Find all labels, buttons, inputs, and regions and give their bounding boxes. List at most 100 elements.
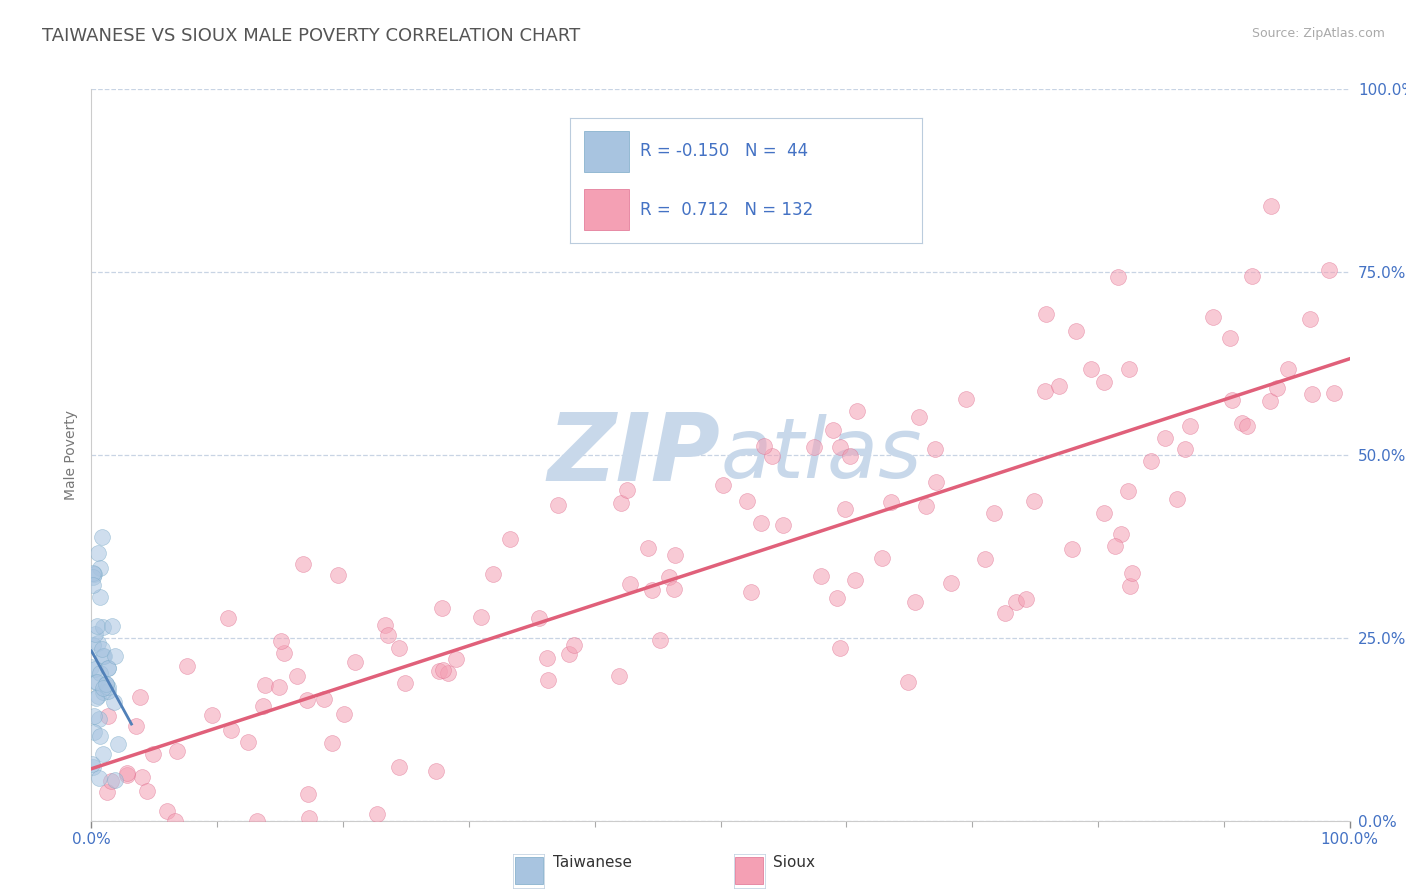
- Point: [97, 684, 120, 698]
- Point: [1277, 362, 1299, 376]
- Point: [83, 724, 105, 739]
- Point: [321, 736, 343, 750]
- Point: [394, 676, 416, 690]
- Point: [444, 652, 467, 666]
- Point: [924, 475, 946, 490]
- Point: [828, 441, 851, 455]
- Point: [87, 636, 110, 650]
- Point: [1064, 324, 1087, 338]
- Point: [537, 673, 560, 687]
- Point: [637, 541, 659, 555]
- Point: [97, 661, 120, 675]
- Point: [761, 449, 783, 463]
- Point: [100, 773, 122, 788]
- Point: [1202, 310, 1225, 324]
- Point: [1062, 541, 1084, 556]
- Point: [82, 566, 104, 580]
- Point: [1092, 375, 1115, 389]
- Point: [93, 648, 115, 663]
- Point: [772, 518, 794, 533]
- Point: [82, 570, 104, 584]
- Point: [297, 692, 319, 706]
- Point: [377, 628, 399, 642]
- Bar: [583, 131, 630, 172]
- Point: [825, 591, 848, 605]
- Point: [84, 691, 107, 706]
- Point: [1166, 491, 1188, 506]
- Point: [662, 582, 685, 596]
- Point: [388, 760, 411, 774]
- Point: [1080, 362, 1102, 376]
- Text: R =  0.712   N = 132: R = 0.712 N = 132: [640, 201, 813, 219]
- Point: [366, 807, 388, 822]
- Point: [104, 772, 127, 787]
- Point: [131, 770, 153, 784]
- Point: [93, 681, 115, 695]
- Bar: [735, 857, 763, 884]
- Point: [128, 690, 150, 704]
- Point: [879, 495, 901, 509]
- Point: [1024, 493, 1046, 508]
- Point: [236, 734, 259, 748]
- Point: [735, 494, 758, 508]
- Point: [536, 651, 558, 665]
- Point: [298, 811, 321, 825]
- Point: [89, 729, 111, 743]
- Point: [1220, 393, 1243, 408]
- Point: [529, 611, 551, 625]
- Point: [1299, 312, 1322, 326]
- Text: ZIP: ZIP: [548, 409, 720, 501]
- Point: [1301, 386, 1323, 401]
- Point: [91, 747, 114, 761]
- Point: [562, 639, 585, 653]
- Point: [547, 498, 569, 512]
- Text: Taiwanese: Taiwanese: [553, 855, 631, 870]
- Point: [803, 440, 825, 454]
- Point: [83, 709, 105, 723]
- Point: [291, 558, 314, 572]
- Point: [432, 663, 454, 677]
- Point: [97, 680, 120, 694]
- Point: [89, 561, 111, 575]
- Point: [84, 662, 107, 676]
- Point: [430, 600, 453, 615]
- Point: [86, 675, 108, 690]
- Point: [91, 620, 114, 634]
- Point: [499, 532, 522, 546]
- Point: [1178, 418, 1201, 433]
- Point: [616, 483, 638, 497]
- Point: [83, 567, 105, 582]
- Point: [1258, 393, 1281, 408]
- Point: [117, 766, 139, 780]
- Point: [994, 606, 1017, 620]
- Point: [427, 665, 450, 679]
- Point: [1047, 378, 1070, 392]
- Point: [374, 618, 396, 632]
- Point: [641, 583, 664, 598]
- Point: [915, 499, 938, 513]
- Point: [754, 439, 776, 453]
- Point: [156, 804, 179, 818]
- Point: [343, 655, 366, 669]
- Point: [84, 626, 107, 640]
- Point: [219, 723, 242, 737]
- Point: [107, 738, 129, 752]
- Point: [201, 707, 224, 722]
- Point: [904, 595, 927, 609]
- Point: [285, 669, 308, 683]
- Point: [870, 551, 893, 566]
- Point: [924, 442, 946, 457]
- Point: [470, 609, 492, 624]
- Point: [82, 578, 104, 592]
- Point: [273, 646, 295, 660]
- Point: [87, 771, 110, 785]
- Point: [94, 676, 117, 690]
- Point: [664, 548, 686, 562]
- Point: [252, 699, 274, 714]
- Point: [749, 516, 772, 530]
- Point: [1154, 431, 1177, 445]
- Point: [270, 633, 292, 648]
- Point: [955, 392, 977, 406]
- Point: [1260, 199, 1282, 213]
- Point: [388, 641, 411, 656]
